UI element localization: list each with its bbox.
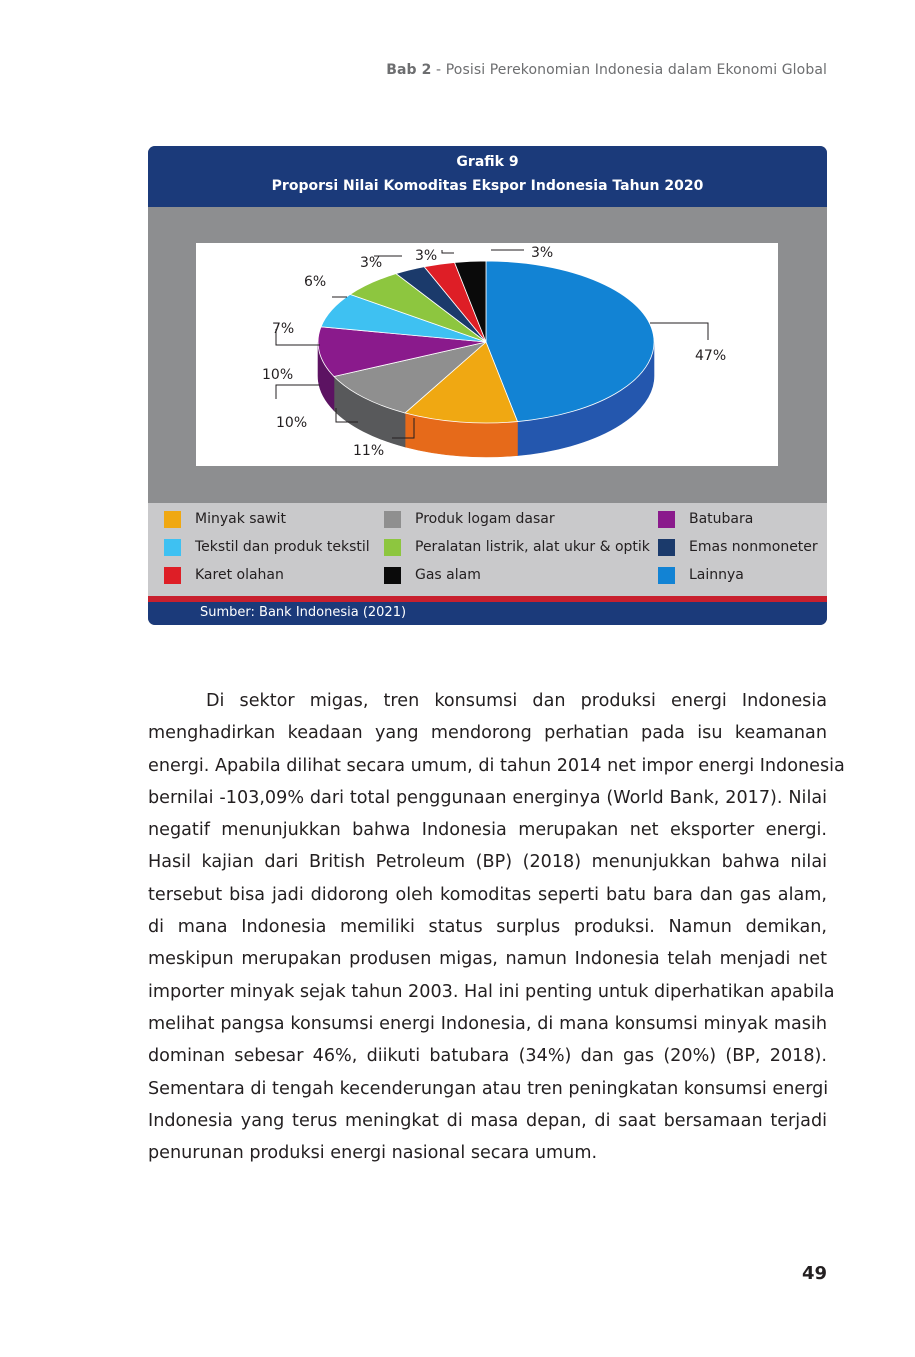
text-line: energi. Apabila dilihat secara umum, di … — [148, 755, 845, 776]
legend-swatch — [164, 511, 181, 528]
legend-swatch — [384, 511, 401, 528]
legend-swatch — [658, 567, 675, 584]
figure-header: Grafik 9 Proporsi Nilai Komoditas Ekspor… — [148, 146, 827, 207]
figure-title: Proporsi Nilai Komoditas Ekspor Indonesi… — [271, 178, 704, 194]
pie-slice-gas-alam — [453, 260, 487, 343]
leader-line — [441, 250, 454, 254]
leader-line — [392, 418, 415, 439]
leader-line — [275, 384, 320, 399]
divider-line — [148, 596, 827, 602]
legend-swatch — [164, 539, 181, 556]
text-line: menghadirkan keadaan yang mendorong perh… — [148, 723, 827, 744]
legend-label: Produk logam dasar — [415, 511, 555, 527]
running-header: Bab 2 - Posisi Perekonomian Indonesia da… — [386, 62, 827, 78]
slice-label: 11% — [353, 443, 384, 459]
pie-slice-minyak-sawit — [404, 341, 519, 424]
slice-label: 10% — [276, 415, 307, 431]
chart-panel: 47% 11% 10% 10% 7% 6% 3% 3% 3% — [196, 243, 778, 466]
text-line: bernilai -103,09% dari total penggunaan … — [148, 787, 827, 808]
legend: Minyak sawit Produk logam dasar Batubara Te… — [148, 503, 827, 596]
slice-label: 3% — [531, 245, 553, 261]
legend-label: Batubara — [689, 511, 754, 527]
legend-swatch — [658, 511, 675, 528]
text-line: Sementara di tengah kecenderungan atau t… — [148, 1078, 829, 1099]
pie-slice-batubara — [317, 326, 487, 377]
text-line: negatif menunjukkan bahwa Indonesia meru… — [148, 820, 827, 841]
legend-swatch — [164, 567, 181, 584]
chapter-title: - Posisi Perekonomian Indonesia dalam Ek… — [431, 62, 827, 78]
text-line: Indonesia yang terus meningkat di masa d… — [148, 1110, 827, 1131]
figure-footer: Sumber: Bank Indonesia (2021) — [148, 602, 827, 625]
pie-slice-produk-logam-dasar — [333, 341, 487, 414]
page-number: 49 — [801, 1263, 827, 1284]
figure-number: Grafik 9 — [456, 154, 519, 170]
text-line: di mana Indonesia memiliki status surplu… — [148, 917, 827, 938]
legend-label: Emas nonmoneter — [689, 539, 818, 555]
slice-label: 3% — [360, 255, 382, 271]
pie-slice-lainnya — [485, 260, 655, 422]
slice-label: 47% — [695, 348, 726, 364]
text-line: melihat pangsa konsumsi energi Indonesia… — [148, 1013, 827, 1034]
legend-label: Lainnya — [689, 567, 744, 583]
text-line: meskipun merupakan produsen migas, namun… — [148, 949, 827, 970]
legend-label: Karet olahan — [195, 567, 284, 583]
legend-swatch — [384, 567, 401, 584]
legend-label: Minyak sawit — [195, 511, 286, 527]
legend-swatch — [658, 539, 675, 556]
figure-source: Sumber: Bank Indonesia (2021) — [200, 605, 407, 620]
leader-line — [335, 408, 358, 423]
slice-label: 7% — [272, 321, 294, 337]
slice-label: 3% — [415, 248, 437, 264]
text-line: Di sektor migas, tren konsumsi dan produ… — [206, 691, 827, 711]
slice-label: 6% — [304, 274, 326, 290]
text-line: importer minyak sejak tahun 2003. Hal in… — [148, 981, 835, 1002]
leader-line — [650, 322, 709, 340]
leader-line — [275, 329, 320, 346]
slice-label: 10% — [262, 367, 293, 383]
legend-label: Peralatan listrik, alat ukur & optik — [415, 539, 650, 555]
legend-swatch — [384, 539, 401, 556]
pie-chart: 47% 11% 10% 10% 7% 6% 3% 3% 3% — [262, 245, 726, 459]
text-line: Hasil kajian dari British Petroleum (BP)… — [148, 852, 827, 873]
body-paragraph: Di sektor migas, tren konsumsi dan produ… — [148, 685, 845, 1169]
chapter-label: Bab 2 — [386, 62, 432, 78]
legend-label: Tekstil dan produk tekstil — [195, 539, 370, 555]
text-line: penurunan produksi energi nasional secar… — [148, 1143, 598, 1164]
text-line: tersebut bisa jadi didorong oleh komodit… — [148, 884, 827, 905]
figure-box: Grafik 9 Proporsi Nilai Komoditas Ekspor… — [148, 146, 827, 625]
text-line: dominan sebesar 46%, diikuti batubara (3… — [148, 1046, 827, 1067]
legend-label: Gas alam — [415, 567, 481, 583]
